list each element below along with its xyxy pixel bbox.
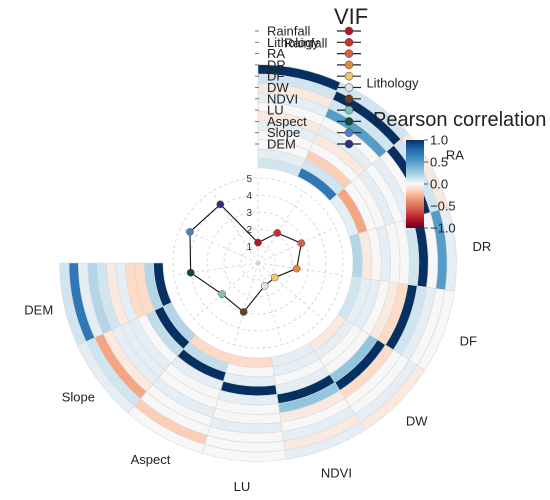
radar-tick-label: 1 <box>246 242 252 253</box>
category-label: Aspect <box>131 452 171 467</box>
vif-legend-marker <box>344 49 354 58</box>
category-label: Slope <box>62 389 95 404</box>
vif-point <box>186 268 195 277</box>
vif-point <box>186 228 194 236</box>
colorbar-gradient <box>406 140 424 228</box>
pearson-colorbar: Pearson correlation 1.0 0.5 0.0 −0.5 −1.0 <box>373 109 546 236</box>
vif-legend-title: VIF <box>334 4 368 29</box>
category-label: Rainfall <box>284 36 327 51</box>
radar-spoke <box>211 191 259 264</box>
heatmap-cell <box>153 262 172 307</box>
category-label: DF <box>460 333 477 348</box>
vif-legend-marker <box>344 38 354 47</box>
vif-point <box>260 281 269 290</box>
radar-spoke <box>233 262 259 345</box>
colorbar-tick-label: 0.0 <box>430 177 448 192</box>
category-label: DR <box>472 239 491 254</box>
vif-legend-label: LU <box>267 103 284 118</box>
vif-legend-marker <box>344 26 354 36</box>
radar-spoke <box>257 227 336 264</box>
category-label: DW <box>406 414 428 429</box>
vif-legend: VIF RainfallLithologyRADRDFDWNDVILUAspec… <box>255 4 368 152</box>
vif-legend-marker <box>344 139 354 149</box>
radar-spoke <box>173 262 259 276</box>
colorbar-tick-label: 1.0 <box>430 133 448 148</box>
vif-legend-label: NDVI <box>267 91 298 106</box>
vif-legend-label: Rainfall <box>267 24 310 39</box>
radar-grid-circle <box>172 177 344 349</box>
colorbar-tick-label: 0.5 <box>430 155 448 170</box>
vif-legend-marker <box>344 60 354 70</box>
radar-spoke <box>193 262 259 319</box>
category-label: DEM <box>24 303 53 318</box>
vif-point <box>218 290 226 299</box>
colorbar-tick-label: −1.0 <box>430 221 456 236</box>
category-label: LU <box>234 479 251 494</box>
vif-legend-label: Slope <box>267 125 300 140</box>
vif-legend-marker <box>344 94 354 104</box>
vif-legend-label: Lithology <box>267 35 320 50</box>
colorbar-title: Pearson correlation <box>373 109 546 131</box>
vif-polygon <box>189 203 302 313</box>
radar-tick-label: 5 <box>246 174 252 185</box>
vif-point <box>216 200 225 209</box>
vif-legend-marker <box>344 105 354 115</box>
vif-legend-label: DEM <box>267 137 296 152</box>
radar-spoke <box>180 227 259 264</box>
radar-grid-circle <box>206 211 310 315</box>
vif-legend-marker <box>344 83 354 92</box>
category-label: RA <box>446 147 464 162</box>
vif-legend-label: DR <box>267 57 286 72</box>
category-label: Lithology <box>366 75 419 90</box>
variable-labels: RainfallLithologyRADRDFDWNDVILUAspectSlo… <box>24 36 491 494</box>
vif-legend-label: DF <box>267 69 284 84</box>
vif-legend-label: DW <box>267 80 289 95</box>
radar-spoke <box>257 191 305 264</box>
vif-point <box>292 264 301 273</box>
vif-point <box>254 238 262 247</box>
radar-tick-label: 2 <box>246 225 252 236</box>
vif-legend-label: Aspect <box>267 114 307 129</box>
radar-tick-label: 4 <box>246 191 252 202</box>
vif-point <box>273 229 282 237</box>
category-label: NDVI <box>321 465 352 480</box>
vif-point <box>270 273 279 282</box>
vif-point <box>297 239 306 248</box>
radar-tick-label: 3 <box>246 208 252 219</box>
vif-legend-marker <box>344 128 354 137</box>
vif-point <box>239 308 248 316</box>
vif-legend-marker <box>344 71 354 81</box>
vif-legend-marker <box>344 117 354 126</box>
colorbar-tick-label: −0.5 <box>430 199 456 214</box>
radar-grid-circle <box>223 228 293 298</box>
vif-legend-label: RA <box>267 46 285 61</box>
vif-radar-plot: 1 2 3 4 5 <box>172 174 344 349</box>
correlation-heatmap-rings <box>59 64 457 462</box>
radar-spoke <box>257 262 323 319</box>
radar-spoke <box>257 262 283 345</box>
